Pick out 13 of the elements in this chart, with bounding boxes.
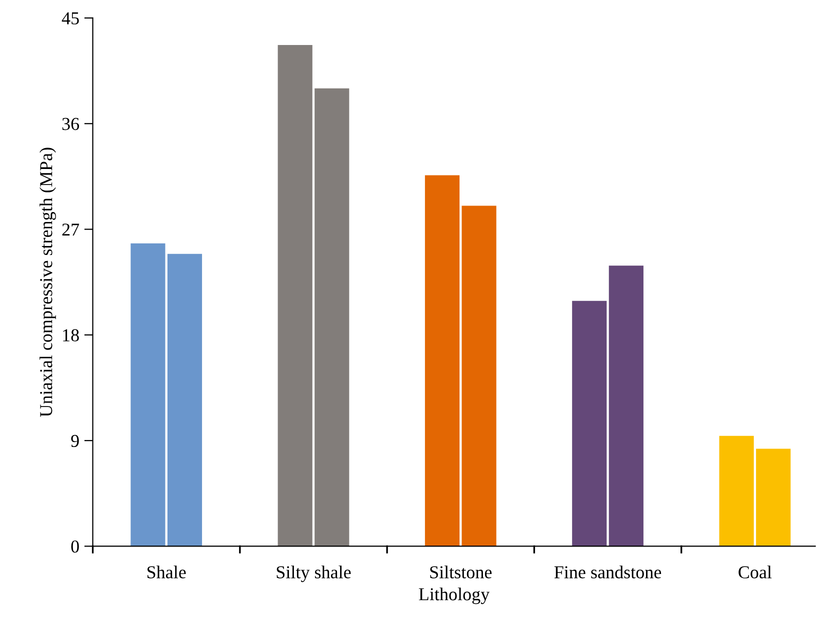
y-tick-label: 45 [62,12,79,24]
y-axis-title: Uniaxial compressive strength (MPa) [40,148,56,417]
y-tick-label: 18 [63,329,79,342]
y-tick-label: 0 [71,540,79,553]
x-tick-label: Shale [147,566,186,578]
x-tick-label: Coal [738,566,772,578]
y-tick-label: 27 [62,224,80,236]
y-tick-label: 9 [71,434,79,448]
x-tick-label: Siltstone [430,566,492,578]
y-tick-label: 36 [62,118,80,130]
x-axis-title: Lithology [418,588,490,604]
x-tick-label: Fine sandstone [554,566,662,578]
x-tick-label: Silty shale [276,566,351,582]
